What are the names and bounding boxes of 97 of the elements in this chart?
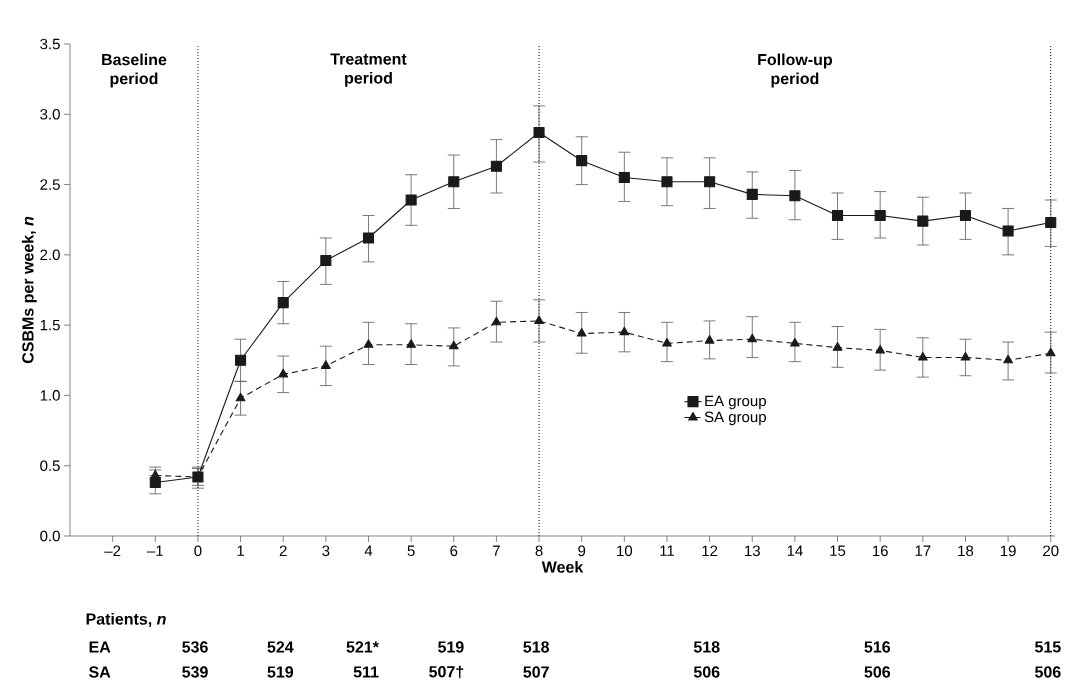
point — [406, 339, 417, 348]
point — [618, 171, 630, 184]
text: Patients, n — [86, 612, 166, 628]
point — [831, 209, 844, 222]
x-tick-label: 9 — [578, 545, 586, 557]
point — [448, 340, 459, 350]
text: 516 — [864, 641, 891, 653]
text: 519 — [267, 666, 294, 678]
point — [619, 326, 630, 336]
point — [533, 127, 545, 139]
point — [917, 215, 929, 227]
text: 506 — [693, 666, 720, 678]
text: 518 — [693, 641, 720, 653]
point — [832, 342, 843, 351]
point — [235, 392, 246, 402]
text: 515 — [1035, 641, 1061, 653]
x-tick-label: 11 — [660, 545, 675, 556]
x-tick-label: 1 — [237, 545, 245, 556]
text: 539 — [182, 666, 208, 678]
point — [747, 333, 758, 343]
text: SA — [89, 666, 111, 678]
x-axis-title: Week — [541, 561, 584, 573]
point — [362, 232, 375, 244]
x-tick-label: 0 — [194, 545, 202, 557]
point — [405, 194, 417, 206]
x-tick-label: 16 — [872, 545, 888, 557]
point — [1002, 225, 1014, 237]
point — [960, 351, 971, 361]
point — [746, 188, 758, 200]
text: 521* — [346, 641, 379, 653]
y-tick-label: 3.5 — [40, 38, 60, 50]
point — [1003, 354, 1013, 364]
point — [320, 360, 331, 369]
text: 507† — [429, 665, 464, 679]
point — [874, 209, 886, 222]
y-tick-label: 3.0 — [40, 108, 60, 120]
point — [576, 328, 587, 337]
point — [1045, 347, 1056, 357]
point — [661, 176, 673, 188]
text: EA — [89, 641, 111, 653]
x-tick-label: 8 — [535, 545, 543, 557]
point — [704, 335, 715, 344]
x-tick-label: 2 — [279, 545, 287, 556]
text: 511 — [353, 666, 379, 678]
text: 518 — [523, 641, 550, 653]
x-tick-label: 5 — [407, 545, 415, 556]
text: 536 — [182, 641, 208, 653]
x-tick-label: 12 — [702, 545, 718, 556]
point — [875, 344, 886, 354]
annotation: Treatment period — [330, 53, 407, 87]
x-tick-label: 19 — [1000, 545, 1016, 557]
x-tick-label: 10 — [617, 545, 633, 557]
point — [704, 176, 716, 188]
point — [448, 176, 460, 188]
x-tick-label: 13 — [745, 545, 760, 557]
point — [277, 297, 289, 309]
annotation: Baseline period — [102, 53, 167, 88]
x-tick-label: 14 — [787, 545, 803, 556]
y-tick-label: 0.0 — [40, 530, 60, 542]
x-tick-label: 15 — [830, 545, 846, 556]
x-tick-label: 7 — [493, 545, 500, 556]
x-tick-label: –1 — [146, 545, 163, 556]
text: 519 — [438, 641, 464, 653]
point — [278, 368, 289, 378]
point — [491, 316, 502, 326]
text: 506 — [864, 666, 891, 678]
y-axis-title: CSBMs per week, n — [21, 216, 37, 364]
point — [576, 155, 588, 167]
point — [490, 160, 502, 172]
point — [320, 254, 332, 267]
point — [1045, 216, 1057, 229]
y-tick-label: 1.0 — [40, 390, 60, 401]
point — [235, 354, 247, 366]
point — [662, 337, 672, 347]
y-tick-label: 1.5 — [40, 319, 60, 331]
x-tick-label: 6 — [450, 545, 458, 557]
x-tick-label: 17 — [915, 545, 931, 556]
x-tick-label: 18 — [958, 545, 974, 557]
point — [363, 339, 374, 348]
point — [790, 337, 800, 347]
y-tick-label: 2.5 — [40, 179, 60, 190]
point — [917, 351, 928, 361]
legend-label: SA group — [704, 411, 766, 426]
y-tick-label: 0.5 — [40, 460, 60, 472]
x-tick-label: 3 — [322, 545, 330, 557]
legend-label: EA group — [705, 395, 766, 410]
x-tick-label: 4 — [364, 545, 373, 556]
point — [534, 315, 544, 324]
x-tick-label: 20 — [1043, 545, 1059, 557]
point — [789, 190, 801, 202]
point — [959, 209, 972, 222]
text: 524 — [267, 641, 294, 653]
x-tick-label: –2 — [104, 545, 121, 556]
text: 507 — [523, 666, 549, 678]
text: 506 — [1035, 666, 1061, 678]
y-tick-label: 2.0 — [40, 249, 60, 261]
annotation: Follow-up period — [758, 53, 833, 88]
